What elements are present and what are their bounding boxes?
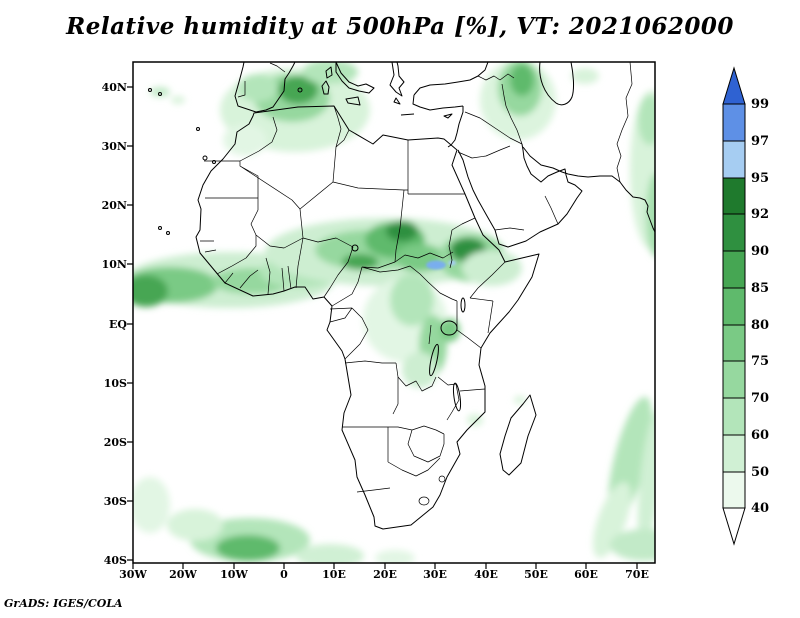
colorbar-segment [722, 103, 746, 142]
x-axis-tick-marks [132, 563, 638, 569]
colorbar-segment [722, 324, 746, 362]
arabia-coastline [457, 143, 583, 248]
coastline-layer [148, 62, 655, 530]
y-tick-label: 20S [104, 436, 127, 449]
colorbar-label: 99 [751, 97, 769, 112]
y-tick-label: 40N [102, 81, 127, 94]
x-tick-label: 70E [625, 568, 649, 581]
colorbar-label: 90 [751, 244, 769, 259]
lake-malawi [452, 382, 462, 412]
x-tick-label: 20W [169, 568, 197, 581]
island-specks [148, 87, 303, 235]
lakes-layer [351, 244, 466, 412]
greece-coastline [389, 62, 415, 116]
lake-victoria [440, 320, 458, 336]
colorbar-label: 40 [751, 501, 769, 516]
border-layer [200, 62, 633, 506]
x-tick-label: 10E [322, 568, 346, 581]
borders-sahel-west-africa [200, 140, 465, 298]
map-frame [132, 61, 656, 564]
lake-turkana [460, 297, 466, 313]
borders-arabia-asia [457, 62, 633, 231]
iran-india-coastline [522, 146, 655, 233]
colorbar-segment [722, 434, 746, 473]
x-tick-label: 50E [524, 568, 548, 581]
colorbar-label: 75 [751, 354, 769, 369]
colorbar-label: 92 [751, 207, 769, 222]
colorbar-label: 60 [751, 428, 769, 443]
x-tick-label: 40E [474, 568, 498, 581]
lesotho-border [418, 496, 430, 506]
italy-coastline [335, 62, 375, 94]
sicily-coastline [345, 96, 361, 106]
lake-chad [351, 244, 359, 252]
caspian-coastline [539, 62, 575, 106]
africa-coastline [195, 105, 540, 530]
colorbar-arrow-top [722, 66, 746, 105]
humidity-shading [133, 62, 655, 563]
colorbar-label: 97 [751, 134, 769, 149]
x-tick-label: 20E [373, 568, 397, 581]
colorbar-segment [722, 177, 746, 215]
colorbar-segment [722, 397, 746, 436]
turkey-levant-coastline [412, 62, 489, 148]
colorbar-segment [722, 287, 746, 326]
colorbar-label: 85 [751, 281, 769, 296]
y-tick-label: 10S [104, 377, 127, 390]
colorbar-segment [722, 213, 746, 252]
borders-northwest-africa [204, 105, 350, 210]
x-tick-label: 0 [280, 568, 288, 581]
colorbar-segment [722, 140, 746, 179]
colorbar-label: 50 [751, 465, 769, 480]
colorbar-labels: 99 97 95 92 90 85 80 75 70 60 50 40 [751, 97, 769, 516]
colorbar-segment [722, 250, 746, 289]
borders-europe [237, 62, 286, 98]
x-tick-label: 30W [119, 568, 147, 581]
x-axis-labels: 30W 20W 10W 0 10E 20E 30E 40E 50E 60E 70… [119, 568, 649, 581]
x-tick-label: 10W [220, 568, 248, 581]
colorbar-label: 95 [751, 171, 769, 186]
y-tick-label: 20N [102, 199, 127, 212]
colorbar [722, 66, 746, 546]
y-tick-label: 10N [102, 258, 127, 271]
iberia-coastline [234, 62, 296, 113]
high-humidity-blue-pocket [426, 260, 456, 270]
borders-southern-africa [342, 360, 486, 493]
swaziland-border [438, 475, 446, 483]
x-tick-label: 60E [574, 568, 598, 581]
colorbar-label: 80 [751, 318, 769, 333]
y-tick-label: EQ [109, 318, 127, 331]
y-axis-labels: 40N 30N 20N 10N EQ 10S 20S 30S 40S [102, 81, 128, 567]
sardinia-corsica-coastline [321, 66, 333, 95]
colorbar-arrow-bottom [722, 507, 746, 546]
y-axis-tick-marks [127, 86, 133, 561]
colorbar-label: 70 [751, 391, 769, 406]
y-tick-label: 30N [102, 140, 127, 153]
lake-tanganyika [429, 343, 439, 377]
y-tick-label: 30S [104, 495, 127, 508]
y-tick-label: 40S [104, 554, 127, 567]
x-tick-label: 30E [423, 568, 447, 581]
colorbar-segment [722, 471, 746, 509]
madagascar-coastline [499, 394, 537, 476]
colorbar-segment [722, 360, 746, 399]
credit-label: GrADS: IGES/COLA [4, 597, 123, 610]
chart-title: Relative humidity at 500hPa [%], VT: 202… [66, 13, 734, 40]
borders-central-east-africa [329, 217, 506, 360]
